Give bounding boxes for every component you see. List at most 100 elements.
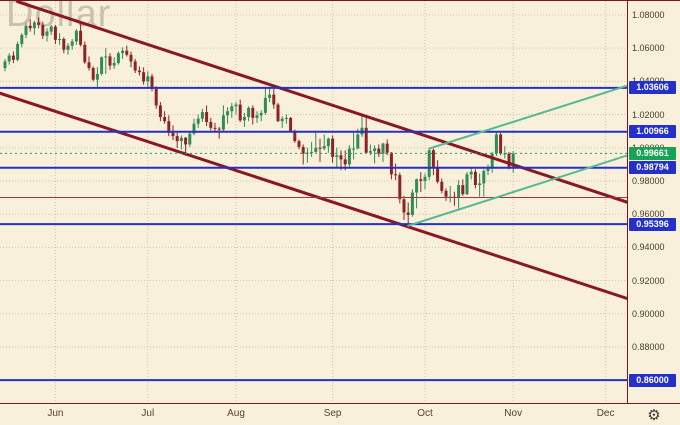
candle-body bbox=[104, 56, 108, 58]
candle-body bbox=[373, 148, 377, 152]
candle-body bbox=[16, 43, 20, 60]
candle-body bbox=[431, 150, 435, 167]
candle-body bbox=[478, 183, 482, 186]
price-level-badge: 0.95396 bbox=[629, 217, 676, 231]
time-axis-month-label: Jun bbox=[47, 408, 64, 419]
candle-body bbox=[356, 134, 360, 149]
candle-body bbox=[100, 57, 104, 74]
candle-body bbox=[490, 153, 494, 169]
candle-body bbox=[41, 24, 45, 36]
candle-body bbox=[200, 112, 204, 119]
candle-body bbox=[137, 70, 141, 73]
candle-body bbox=[507, 153, 511, 167]
price-level-badge: 1.00966 bbox=[629, 125, 676, 139]
candle-body bbox=[331, 138, 335, 157]
candle-body bbox=[465, 174, 469, 195]
candle-body bbox=[175, 136, 179, 142]
candle-body bbox=[184, 137, 188, 145]
price-level-badge: 0.86000 bbox=[629, 373, 676, 387]
price-level-badge: 0.98794 bbox=[629, 161, 676, 175]
ascending-channel-lower[interactable] bbox=[407, 150, 627, 227]
chart-plot-area[interactable]: Dollar bbox=[0, 1, 628, 403]
candle-body bbox=[20, 34, 24, 44]
candle-body bbox=[179, 137, 183, 142]
candle-body bbox=[226, 111, 230, 116]
candle-body bbox=[499, 134, 503, 154]
price-axis[interactable]: 1.080001.060001.040001.020001.000000.980… bbox=[628, 1, 680, 403]
candle-body bbox=[436, 166, 440, 182]
candle-body bbox=[32, 22, 36, 29]
time-axis-month-label: Jul bbox=[141, 408, 155, 419]
candle-body bbox=[276, 104, 280, 122]
candle-body bbox=[192, 123, 196, 134]
candle-body bbox=[255, 115, 259, 118]
axis-corner: ⚙ bbox=[628, 404, 680, 425]
candle-body bbox=[289, 117, 293, 132]
chart-settings-gear-icon[interactable]: ⚙ bbox=[647, 406, 661, 424]
price-tick-label: 0.90000 bbox=[632, 308, 665, 319]
candle-body bbox=[339, 155, 343, 160]
candle-body bbox=[146, 76, 150, 82]
time-axis-month-label: Nov bbox=[504, 408, 523, 419]
candle-body bbox=[398, 175, 402, 200]
candle-body bbox=[58, 39, 62, 41]
candle-body bbox=[297, 141, 301, 147]
candle-body bbox=[133, 61, 137, 71]
candle-body bbox=[272, 94, 276, 105]
candle-body bbox=[83, 44, 87, 63]
candle-body bbox=[70, 41, 74, 46]
time-axis[interactable]: Jun Jul Aug Sep Oct Nov Dec bbox=[0, 403, 680, 425]
candle-body bbox=[482, 170, 486, 184]
descending-channel-upper[interactable] bbox=[16, 1, 627, 208]
candle-body bbox=[494, 134, 498, 154]
price-tick-label: 1.04000 bbox=[632, 76, 665, 86]
time-axis-month-label: Dec bbox=[596, 408, 615, 419]
candle-body bbox=[377, 148, 381, 154]
candle-body bbox=[112, 63, 116, 66]
price-tick-label: 0.94000 bbox=[632, 242, 665, 253]
candle-body bbox=[473, 171, 477, 186]
candle-body bbox=[427, 150, 431, 177]
candle-body bbox=[129, 54, 133, 62]
price-tick-label: 1.06000 bbox=[632, 43, 665, 54]
candle-body bbox=[415, 179, 419, 193]
ascending-channel-upper[interactable] bbox=[428, 81, 627, 150]
candle-body bbox=[410, 192, 414, 215]
candle-body bbox=[37, 22, 41, 25]
candle-body bbox=[486, 168, 490, 171]
candle-body bbox=[66, 45, 70, 50]
candle-body bbox=[280, 118, 284, 122]
candle-body bbox=[188, 133, 192, 145]
candle-body bbox=[368, 151, 372, 153]
candle-body bbox=[158, 105, 162, 118]
price-tick-label: 0.88000 bbox=[632, 341, 665, 352]
price-tick-label: 0.98000 bbox=[632, 175, 665, 186]
candle-body bbox=[91, 68, 95, 80]
candle-body bbox=[293, 131, 297, 142]
candle-body bbox=[314, 147, 318, 152]
candle-body bbox=[79, 30, 83, 45]
candle-body bbox=[142, 72, 146, 82]
candle-body bbox=[419, 179, 423, 181]
candle-body bbox=[234, 104, 238, 107]
candle-body bbox=[221, 115, 225, 130]
candle-body bbox=[238, 104, 242, 121]
candle-body bbox=[402, 199, 406, 213]
candle-body bbox=[305, 152, 309, 154]
candle-body bbox=[335, 155, 339, 157]
candle-body bbox=[259, 112, 263, 116]
candle-body bbox=[242, 117, 246, 121]
candle-body bbox=[394, 174, 398, 176]
time-axis-month-label: Aug bbox=[227, 408, 245, 419]
candle-body bbox=[440, 181, 444, 191]
candle-body bbox=[461, 185, 465, 195]
price-tick-label: 0.96000 bbox=[632, 209, 665, 220]
price-tick-label: 0.92000 bbox=[632, 275, 665, 286]
candle-body bbox=[209, 122, 213, 128]
candle-body bbox=[322, 146, 326, 149]
candle-body bbox=[326, 138, 330, 147]
time-axis-month-label: Sep bbox=[323, 408, 342, 419]
candlestick-plot[interactable] bbox=[0, 1, 627, 403]
candle-body bbox=[364, 127, 368, 153]
candle-body bbox=[45, 31, 49, 36]
